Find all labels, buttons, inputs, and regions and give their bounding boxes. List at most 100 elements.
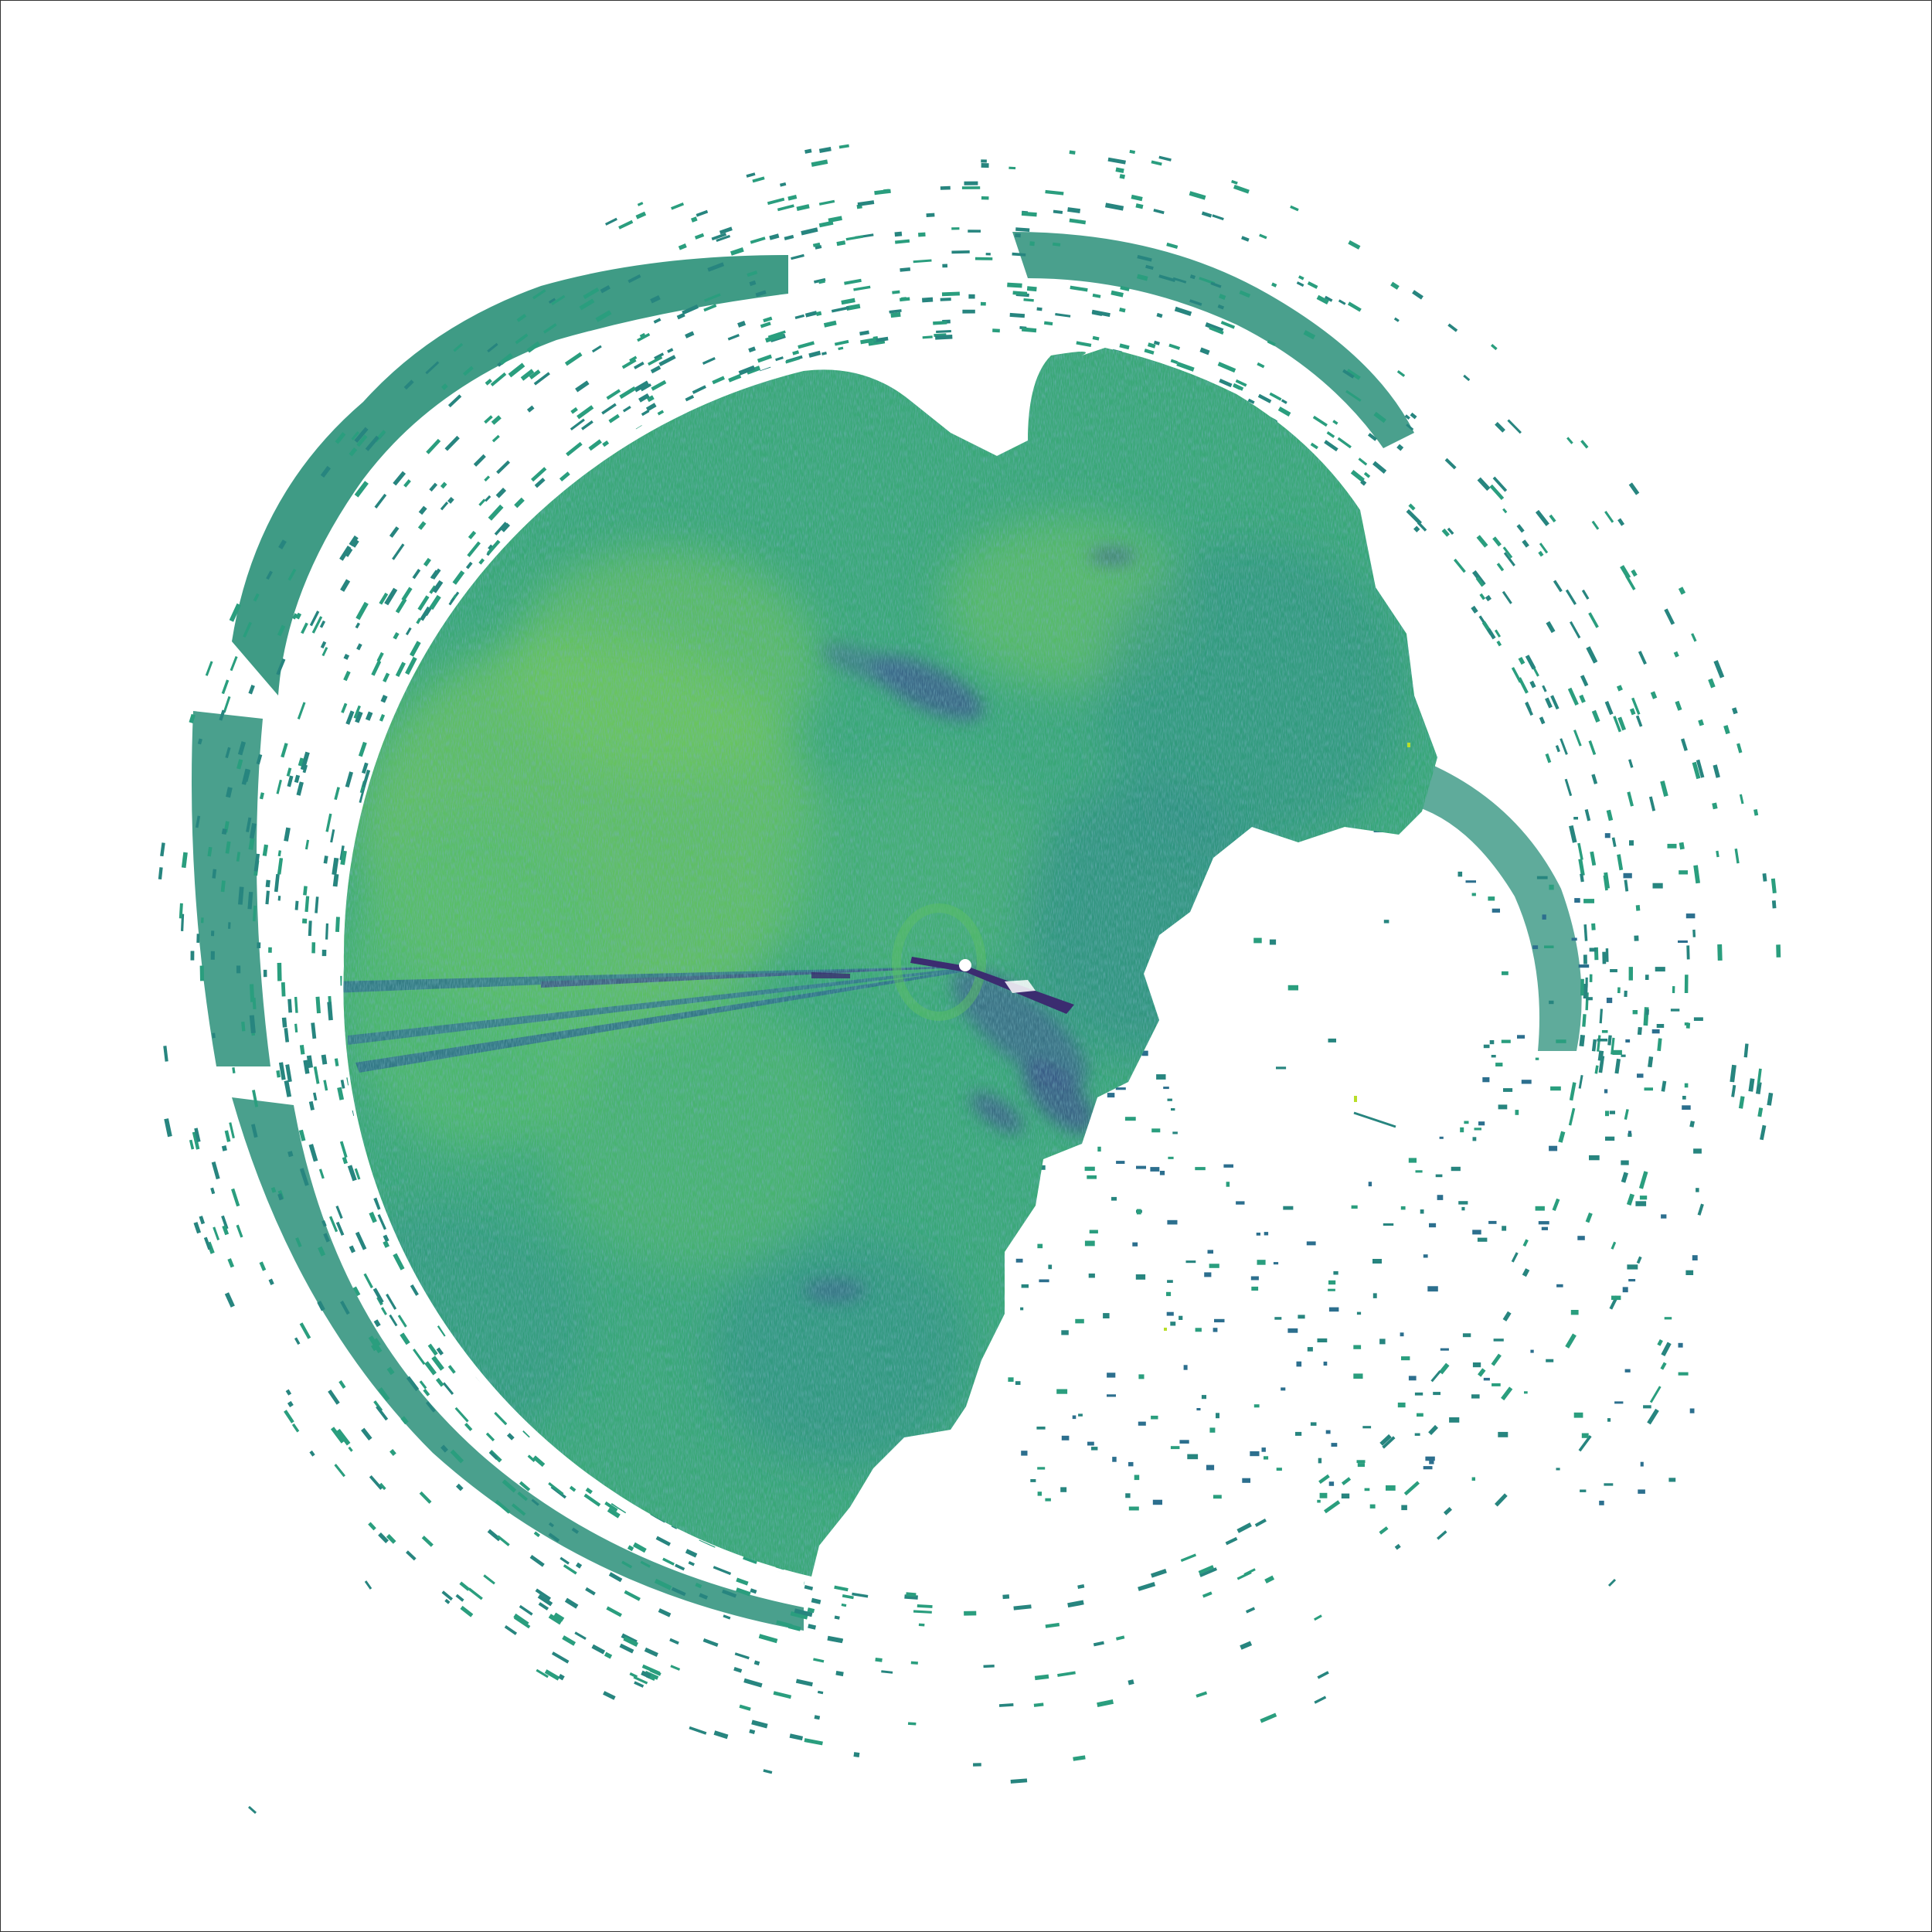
clutter-speckle [386,1366,395,1376]
clutter-speckle [284,1028,290,1043]
clutter-speckle [1631,569,1638,577]
clutter-speckle [1643,1405,1651,1409]
clutter-speckle [1546,621,1556,634]
clutter-speckle [277,1193,284,1201]
clutter-speckle [1119,174,1125,179]
clutter-speckle [1360,479,1367,486]
clutter-speckle [1241,236,1250,242]
clutter-speckle [694,233,705,240]
clutter-speckle [1287,985,1298,991]
clutter-speckle [1034,1674,1049,1681]
clutter-speckle [1668,1478,1676,1482]
clutter-speckle [1225,1536,1238,1546]
clutter-speckle [749,1729,756,1734]
clutter-speckle [1201,1395,1206,1400]
clutter-speckle [1216,1413,1219,1419]
clutter-speckle [585,1587,596,1596]
clutter-speckle [252,997,257,1009]
clutter-speckle [336,1428,351,1446]
clutter-speckle [294,1023,298,1032]
clutter-speckle [1696,759,1705,778]
clutter-speckle [811,159,828,167]
clutter-speckle [1693,1017,1703,1021]
clutter-speckle [511,1503,526,1516]
clutter-speckle [256,753,263,765]
clutter-speckle [1748,1078,1755,1092]
clutter-speckle [1550,1086,1561,1091]
clutter-speckle [1012,291,1028,296]
clutter-speckle [1589,1155,1600,1161]
clutter-speckle [1577,1236,1585,1240]
clutter-speckle [294,900,299,910]
clutter-speckle [403,479,411,488]
clutter-speckle [1135,203,1144,209]
clutter-speckle [1346,369,1361,380]
clutter-speckle [1137,254,1152,262]
clutter-speckle [1511,667,1522,683]
clutter-speckle [1693,865,1701,884]
clutter-speckle [1236,1201,1245,1205]
clutter-speckle [1460,1127,1464,1133]
clutter-speckle [478,558,485,566]
clutter-speckle [300,751,310,770]
clutter-speckle [784,234,794,240]
clutter-speckle [722,1589,737,1598]
clutter-speckle [1655,967,1665,972]
clutter-speckle [1115,1087,1126,1090]
clutter-speckle [311,1022,317,1039]
clutter-speckle [723,1614,731,1620]
clutter-speckle [249,822,257,839]
clutter-speckle [287,1400,294,1407]
clutter-speckle [1417,1413,1423,1417]
clutter-speckle [229,603,241,622]
clutter-speckle [354,1168,361,1180]
clutter-speckle [1400,1332,1404,1337]
clutter-speckle [1566,437,1573,444]
clutter-speckle [349,1245,356,1253]
clutter-speckle [1055,313,1071,318]
clutter-speckle [1638,1171,1648,1189]
clutter-speckle [1125,1493,1131,1498]
clutter-speckle [671,202,685,210]
clutter-speckle [325,923,329,940]
clutter-speckle [337,1087,345,1100]
clutter-speckle [1210,281,1222,288]
clutter-speckle [747,270,758,277]
clutter-speckle [1350,470,1365,483]
clutter-speckle [1471,893,1476,896]
clutter-speckle [1495,422,1505,433]
clutter-speckle [918,1623,925,1627]
clutter-speckle [384,587,398,606]
clutter-speckle [992,328,1000,333]
clutter-speckle [564,1597,579,1609]
clutter-speckle [1314,1696,1327,1704]
clutter-speckle [1362,1426,1372,1429]
clutter-speckle [1580,978,1584,996]
clutter-speckle [259,792,264,800]
clutter-speckle [733,1667,743,1673]
clutter-speckle [1447,323,1458,332]
clutter-speckle [211,930,215,937]
clutter-speckle [383,1240,390,1248]
clutter-speckle [1435,1174,1443,1178]
clutter-speckle [1637,1026,1642,1036]
clutter-speckle [808,350,821,358]
clutter-speckle [1472,1137,1477,1141]
clutter-speckle [1629,840,1634,846]
clutter-speckle [1525,655,1536,670]
clutter-speckle [918,232,926,237]
clutter-speckle [339,1141,348,1158]
clutter-speckle [252,905,257,922]
clutter-speckle [1187,1454,1199,1460]
clutter-speckle [1341,1493,1350,1498]
clutter-speckle [828,216,842,223]
clutter-speckle [1408,503,1416,511]
clutter-speckle [343,670,351,682]
clutter-speckle [1314,1614,1322,1621]
clutter-speckle [1414,1392,1423,1396]
clutter-speckle [212,1032,216,1039]
clutter-speckle [1685,1270,1694,1275]
clutter-speckle [1585,1212,1593,1223]
clutter-speckle [401,587,413,601]
clutter-speckle [400,1332,410,1345]
